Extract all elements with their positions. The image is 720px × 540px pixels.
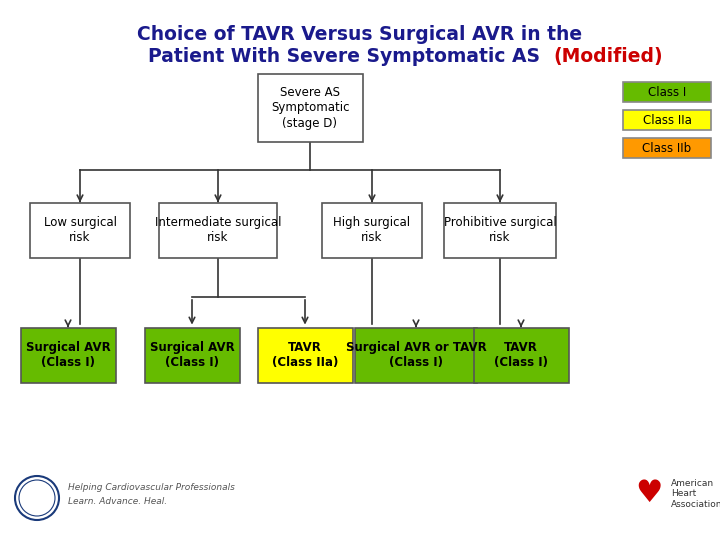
Text: Class I: Class I — [648, 85, 686, 98]
Text: Intermediate surgical
risk: Intermediate surgical risk — [155, 216, 282, 244]
Text: Choice of TAVR Versus Surgical AVR in the: Choice of TAVR Versus Surgical AVR in th… — [138, 25, 582, 44]
FancyBboxPatch shape — [145, 327, 240, 382]
Text: Surgical AVR
(Class I): Surgical AVR (Class I) — [150, 341, 235, 369]
FancyBboxPatch shape — [30, 202, 130, 258]
Text: Learn. Advance. Heal.: Learn. Advance. Heal. — [68, 497, 167, 507]
FancyBboxPatch shape — [623, 138, 711, 158]
FancyBboxPatch shape — [159, 202, 277, 258]
Text: Class IIb: Class IIb — [642, 141, 692, 154]
FancyBboxPatch shape — [623, 110, 711, 130]
Text: Prohibitive surgical
risk: Prohibitive surgical risk — [444, 216, 557, 244]
Text: TAVR
(Class IIa): TAVR (Class IIa) — [272, 341, 338, 369]
Text: High surgical
risk: High surgical risk — [333, 216, 410, 244]
Text: (Modified): (Modified) — [553, 47, 662, 66]
Text: Surgical AVR or TAVR
(Class I): Surgical AVR or TAVR (Class I) — [346, 341, 487, 369]
Text: ♥: ♥ — [635, 480, 662, 509]
FancyBboxPatch shape — [20, 327, 115, 382]
Text: Patient With Severe Symptomatic AS: Patient With Severe Symptomatic AS — [148, 47, 546, 66]
FancyBboxPatch shape — [444, 202, 556, 258]
Text: Severe AS
Symptomatic
(stage D): Severe AS Symptomatic (stage D) — [271, 86, 349, 130]
Text: Class IIa: Class IIa — [642, 113, 691, 126]
Text: Surgical AVR
(Class I): Surgical AVR (Class I) — [26, 341, 110, 369]
Text: Low surgical
risk: Low surgical risk — [43, 216, 117, 244]
FancyBboxPatch shape — [258, 74, 362, 142]
FancyBboxPatch shape — [322, 202, 422, 258]
FancyBboxPatch shape — [623, 82, 711, 102]
Text: Helping Cardiovascular Professionals: Helping Cardiovascular Professionals — [68, 483, 235, 492]
FancyBboxPatch shape — [258, 327, 353, 382]
Text: TAVR
(Class I): TAVR (Class I) — [494, 341, 548, 369]
Text: American
Heart
Association®: American Heart Association® — [671, 479, 720, 509]
FancyBboxPatch shape — [474, 327, 569, 382]
FancyBboxPatch shape — [355, 327, 477, 382]
